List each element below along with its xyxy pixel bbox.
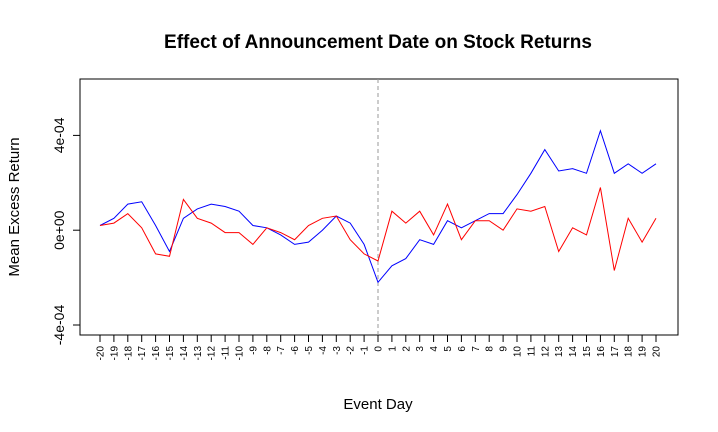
x-tick-label: 9 — [499, 346, 510, 352]
x-tick-label: 13 — [554, 346, 565, 358]
x-tick-label: -12 — [207, 346, 218, 361]
x-axis-title: Event Day — [343, 396, 413, 413]
series-layer — [99, 129, 657, 284]
x-tick-label: -1 — [360, 346, 371, 355]
x-tick-label: 2 — [401, 346, 412, 352]
x-tick-label: 7 — [471, 346, 482, 352]
y-axis: -4e-04 0e+00 4e-04 — [51, 117, 81, 346]
x-tick-label: -2 — [346, 346, 357, 355]
x-tick-label: -4 — [318, 346, 329, 355]
x-tick-label: -9 — [248, 346, 259, 355]
x-tick-label: -16 — [151, 346, 162, 361]
x-tick-label: 3 — [415, 346, 426, 352]
x-tick-label: 16 — [596, 346, 607, 358]
y-tick-label: 0e+00 — [51, 210, 67, 250]
x-tick-label: -7 — [276, 346, 287, 355]
x-tick-label: 12 — [540, 346, 551, 358]
x-tick-label: -20 — [96, 346, 107, 361]
x-tick-label: -17 — [137, 346, 148, 361]
x-tick-label: 8 — [485, 346, 496, 352]
x-tick-label: 15 — [582, 346, 593, 358]
x-tick-label: -10 — [235, 346, 246, 361]
x-tick-label: 20 — [652, 346, 663, 358]
x-tick-label: 17 — [610, 346, 621, 358]
x-tick-label: 6 — [457, 346, 468, 352]
plot-frame — [79, 78, 679, 336]
x-tick-label: 11 — [526, 346, 537, 357]
y-tick-label: -4e-04 — [51, 305, 67, 346]
x-tick-label: -18 — [123, 346, 134, 361]
chart-title: Effect of Announcement Date on Stock Ret… — [164, 32, 592, 53]
x-tick-label: -13 — [193, 346, 204, 361]
x-tick-label: -14 — [179, 346, 190, 361]
x-tick-label: -5 — [304, 346, 315, 355]
x-tick-label: -8 — [262, 346, 273, 355]
x-tick-label: -19 — [109, 346, 120, 361]
x-tick-label: 4 — [429, 346, 440, 352]
x-tick-label: 10 — [513, 346, 524, 358]
y-tick-label: 4e-04 — [51, 117, 67, 153]
x-axis: -20 -19 -18 -17 -16 -15 -14 -13 -12 -11 -10 -9 -8 -7-… — [96, 334, 663, 361]
x-tick-label: -15 — [165, 346, 176, 361]
x-tick-label: 18 — [624, 346, 635, 358]
x-tick-label: 0 — [374, 346, 385, 352]
x-tick-label: 1 — [387, 346, 398, 352]
x-tick-label: 19 — [638, 346, 649, 358]
x-tick-label: 5 — [443, 346, 454, 352]
x-tick-label: -11 — [221, 346, 232, 360]
x-tick-label: 14 — [568, 346, 579, 358]
y-axis-title: Mean Excess Return — [6, 137, 23, 276]
x-tick-label: -3 — [332, 346, 343, 355]
x-tick-label: -6 — [290, 346, 301, 355]
series-line-red — [99, 187, 657, 271]
